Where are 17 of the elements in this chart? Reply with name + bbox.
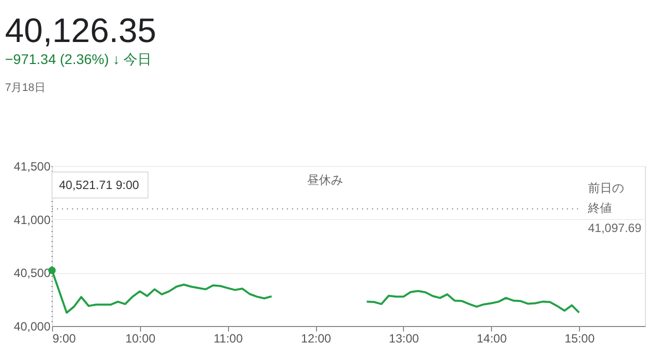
x-tick-label: 10:00 [125,332,156,346]
x-tick-label: 11:00 [214,332,244,346]
chart-title: 40,126.35 [5,12,156,50]
x-tick-label: 14:00 [476,332,508,346]
y-tick-label: 41,000 [14,212,51,227]
y-tick-label: 40,500 [14,266,51,280]
ref-line-label: 前日の終値 41,097.69 [587,181,642,235]
x-tick-label: 12:00 [301,332,332,346]
x-tick-label: 15:00 [564,332,595,346]
chart-subtitle: −971.34 (2.36%) ↓ 今日 [5,51,152,67]
annotation: 昼休み [307,173,343,187]
x-tick-label: 9:00 [52,332,76,346]
annotation: 40,521.71 9:00 [59,178,140,192]
x-tick-label: 13:00 [388,332,420,346]
y-tick-label: 40,000 [14,320,51,334]
text: 7月18日 [5,82,46,94]
y-tick-label: 41,500 [14,160,51,174]
